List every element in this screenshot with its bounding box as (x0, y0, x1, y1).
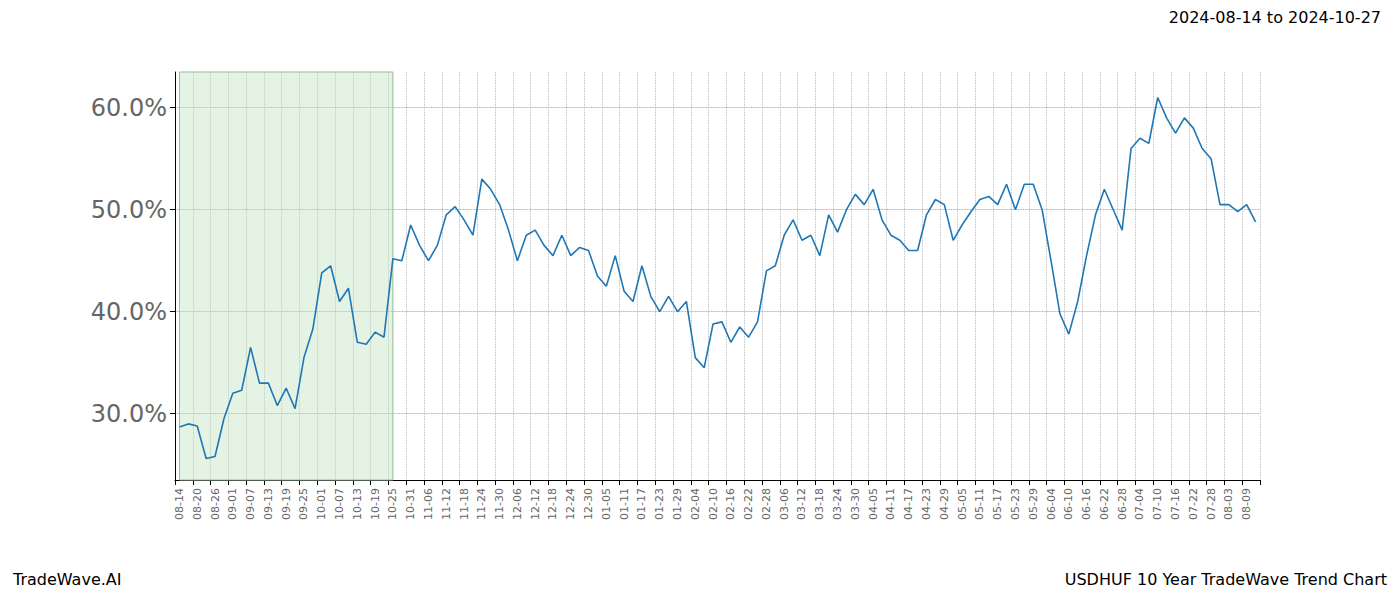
svg-text:40.0%: 40.0% (91, 298, 167, 326)
svg-text:04-17: 04-17 (902, 488, 915, 520)
svg-text:05-05: 05-05 (956, 488, 969, 520)
svg-text:06-04: 06-04 (1045, 488, 1058, 520)
svg-text:11-06: 11-06 (422, 488, 435, 520)
svg-text:USDHUF 10 Year TradeWave Trend: USDHUF 10 Year TradeWave Trend Chart (1065, 570, 1387, 589)
svg-text:01-17: 01-17 (635, 488, 648, 520)
svg-text:05-17: 05-17 (991, 488, 1004, 520)
svg-text:12-18: 12-18 (546, 488, 559, 520)
svg-text:08-26: 08-26 (209, 488, 222, 520)
svg-text:10-31: 10-31 (404, 488, 417, 520)
svg-text:10-25: 10-25 (386, 488, 399, 520)
svg-text:02-04: 02-04 (689, 488, 702, 520)
svg-text:07-22: 07-22 (1187, 488, 1200, 520)
svg-text:08-14: 08-14 (173, 488, 186, 520)
svg-text:06-22: 06-22 (1098, 488, 1111, 520)
svg-text:03-18: 03-18 (813, 488, 826, 520)
svg-text:TradeWave.AI: TradeWave.AI (12, 570, 121, 589)
svg-text:09-19: 09-19 (280, 488, 293, 520)
svg-text:12-24: 12-24 (564, 488, 577, 520)
svg-text:03-30: 03-30 (849, 488, 862, 520)
svg-text:12-06: 12-06 (511, 488, 524, 520)
svg-text:08-03: 08-03 (1222, 488, 1235, 520)
svg-text:11-24: 11-24 (475, 488, 488, 520)
svg-text:05-23: 05-23 (1009, 488, 1022, 520)
svg-text:02-22: 02-22 (742, 488, 755, 520)
svg-text:03-06: 03-06 (778, 488, 791, 520)
svg-text:02-16: 02-16 (724, 488, 737, 520)
svg-text:10-01: 10-01 (315, 488, 328, 520)
svg-text:11-12: 11-12 (440, 488, 453, 520)
svg-text:50.0%: 50.0% (91, 196, 167, 224)
svg-text:04-11: 04-11 (884, 488, 897, 520)
svg-text:30.0%: 30.0% (91, 400, 167, 428)
svg-text:11-18: 11-18 (458, 488, 471, 520)
svg-text:04-23: 04-23 (920, 488, 933, 520)
svg-text:07-28: 07-28 (1205, 488, 1218, 520)
svg-text:12-12: 12-12 (529, 488, 542, 520)
svg-text:06-28: 06-28 (1116, 488, 1129, 520)
svg-text:12-30: 12-30 (582, 488, 595, 520)
svg-text:01-05: 01-05 (600, 488, 613, 520)
svg-text:07-04: 07-04 (1133, 488, 1146, 520)
svg-text:11-30: 11-30 (493, 488, 506, 520)
svg-text:01-23: 01-23 (653, 488, 666, 520)
svg-text:09-07: 09-07 (244, 488, 257, 520)
svg-text:01-29: 01-29 (671, 488, 684, 520)
svg-text:04-29: 04-29 (938, 488, 951, 520)
svg-text:60.0%: 60.0% (91, 94, 167, 122)
svg-text:05-11: 05-11 (973, 488, 986, 520)
svg-text:09-01: 09-01 (226, 488, 239, 520)
svg-text:04-05: 04-05 (867, 488, 880, 520)
svg-text:02-10: 02-10 (707, 488, 720, 520)
svg-text:03-12: 03-12 (795, 488, 808, 520)
svg-text:08-09: 08-09 (1240, 488, 1253, 520)
svg-text:09-13: 09-13 (262, 488, 275, 520)
svg-text:10-07: 10-07 (333, 488, 346, 520)
svg-text:2024-08-14 to 2024-10-27: 2024-08-14 to 2024-10-27 (1169, 8, 1381, 27)
svg-text:10-19: 10-19 (369, 488, 382, 520)
svg-text:01-11: 01-11 (618, 488, 631, 520)
svg-text:06-10: 06-10 (1062, 488, 1075, 520)
svg-text:07-10: 07-10 (1151, 488, 1164, 520)
svg-text:09-25: 09-25 (297, 488, 310, 520)
svg-text:10-13: 10-13 (351, 488, 364, 520)
svg-text:03-24: 03-24 (831, 488, 844, 520)
svg-text:06-16: 06-16 (1080, 488, 1093, 520)
svg-text:07-16: 07-16 (1169, 488, 1182, 520)
svg-text:05-29: 05-29 (1027, 488, 1040, 520)
svg-text:02-28: 02-28 (760, 488, 773, 520)
svg-text:08-20: 08-20 (191, 488, 204, 520)
